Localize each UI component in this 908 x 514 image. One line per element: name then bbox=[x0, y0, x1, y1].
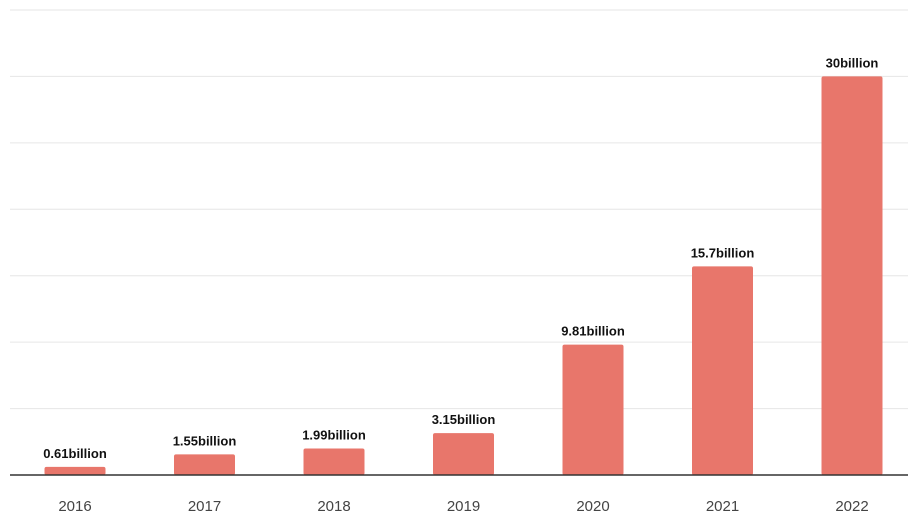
x-tick-2017: 2017 bbox=[188, 498, 221, 514]
x-tick-2018: 2018 bbox=[317, 498, 350, 514]
x-tick-2020: 2020 bbox=[576, 498, 609, 514]
data-label-2020: 9.81billion bbox=[561, 324, 625, 339]
x-tick-2021: 2021 bbox=[706, 498, 739, 514]
x-tick-2022: 2022 bbox=[835, 498, 868, 514]
data-label-2016: 0.61billion bbox=[43, 446, 107, 461]
bars bbox=[44, 76, 883, 475]
x-axis-ticks: 2016 2017 2018 2019 2020 2021 2022 bbox=[58, 498, 868, 514]
data-label-2018: 1.99billion bbox=[302, 428, 366, 443]
data-label-2017: 1.55billion bbox=[173, 433, 237, 448]
bar-2016[interactable] bbox=[44, 466, 106, 475]
data-labels: 0.61billion 1.55billion 1.99billion 3.15bil… bbox=[43, 55, 878, 460]
data-label-2021: 15.7billion bbox=[691, 245, 755, 260]
bar-2018[interactable] bbox=[303, 448, 365, 475]
data-label-2022: 30billion bbox=[826, 55, 879, 70]
bar-2017[interactable] bbox=[174, 454, 235, 475]
bar-2022[interactable] bbox=[821, 76, 883, 475]
gridlines bbox=[10, 9, 908, 410]
bar-2019[interactable] bbox=[433, 433, 494, 475]
x-tick-2019: 2019 bbox=[447, 498, 480, 514]
data-label-2019: 3.15billion bbox=[432, 412, 496, 427]
x-tick-2016: 2016 bbox=[58, 498, 91, 514]
bar-2020[interactable] bbox=[562, 344, 624, 475]
bar-2021[interactable] bbox=[692, 266, 753, 475]
